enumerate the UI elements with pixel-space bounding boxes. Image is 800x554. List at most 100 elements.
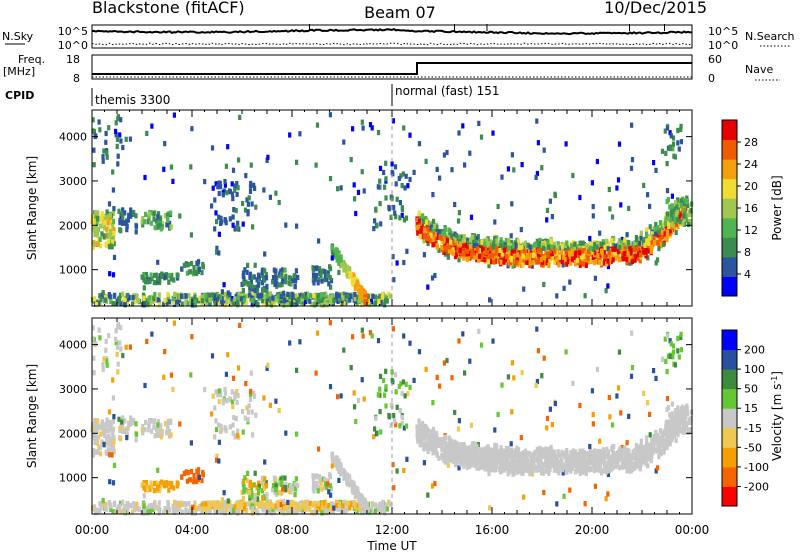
velocity-cell: [325, 481, 330, 487]
power-cell: [509, 242, 513, 248]
velocity-cell: [351, 334, 355, 340]
velocity-cell: [288, 340, 292, 346]
power-cell: [514, 259, 519, 266]
power-cell: [687, 221, 691, 228]
power-cell: [445, 149, 449, 156]
velocity-cell: [98, 444, 102, 451]
power-cell: [249, 279, 253, 285]
power-cell: [97, 119, 101, 125]
power-cell: [241, 287, 245, 294]
power-cell: [165, 215, 170, 221]
power-cell: [219, 184, 223, 190]
power-cell: [235, 301, 239, 307]
power-cell: [169, 164, 174, 170]
velocity-cell: [487, 471, 491, 477]
power-cell: [277, 199, 281, 206]
velocity-cell: [157, 505, 161, 511]
power-cell: [344, 300, 348, 306]
velocity-cell: [397, 383, 401, 389]
power-cell: [662, 236, 666, 242]
velocity-cell: [224, 428, 228, 434]
power-cell: [111, 169, 115, 175]
power-cell: [314, 266, 318, 272]
velocity-cell: [608, 414, 612, 420]
power-cell: [617, 257, 622, 263]
power-cell: [248, 188, 253, 194]
velocity-cell: [245, 501, 249, 507]
velocity-cell: [544, 446, 548, 452]
velocity-cell: [236, 432, 240, 439]
velocity-cell: [536, 348, 540, 354]
velocity-cell: [379, 507, 383, 514]
power-cell: [552, 259, 556, 265]
velocity-cell: [550, 422, 554, 428]
power-cell: [285, 294, 289, 300]
power-cell: [257, 275, 261, 281]
power-cell: [513, 249, 517, 255]
power-cell: [535, 118, 539, 124]
power-cell: [105, 226, 109, 232]
power-cell: [380, 294, 384, 300]
power-cell: [433, 231, 437, 237]
power-cell: [610, 238, 614, 244]
velocity-cell: [222, 490, 226, 496]
power-cell: [360, 290, 364, 296]
velocity-cell: [256, 480, 261, 486]
power-cell: [419, 228, 423, 234]
velocity-cell: [189, 468, 194, 475]
power-cell: [457, 130, 461, 136]
power-cell: [463, 162, 467, 168]
velocity-cell: [375, 430, 379, 436]
power-cell: [384, 195, 388, 201]
velocity-cell: [384, 403, 388, 409]
velocity-cell: [339, 462, 343, 468]
velocity-cell: [400, 420, 404, 426]
velocity-cell: [226, 352, 230, 358]
velocity-cell: [126, 508, 130, 514]
velocity-cell: [591, 421, 595, 427]
velocity-cell: [374, 502, 378, 508]
power-cell: [326, 295, 330, 301]
velocity-cell: [400, 391, 404, 397]
velocity-cell: [96, 449, 100, 455]
power-cell: [587, 251, 591, 258]
power-cell: [496, 203, 500, 210]
power-cell: [213, 300, 217, 306]
velocity-cell: [182, 470, 186, 476]
power-cell: [676, 140, 680, 146]
velocity-cell: [620, 448, 624, 454]
velocity-cell: [159, 434, 163, 440]
power-cell: [373, 218, 377, 224]
velocity-cell: [475, 465, 479, 471]
power-cell: [620, 252, 624, 258]
power-cell: [217, 231, 221, 237]
power-cell: [583, 293, 587, 299]
velocity-cell: [610, 422, 615, 428]
velocity-cell: [262, 501, 266, 507]
velocity-cell: [372, 434, 376, 440]
power-cell: [488, 297, 492, 303]
power-cell: [587, 259, 591, 265]
velocity-cell: [120, 419, 124, 425]
velocity-cell: [95, 435, 99, 441]
power-cell: [543, 255, 547, 261]
velocity-cell: [142, 508, 146, 515]
power-cell: [337, 250, 341, 256]
power-cell: [368, 122, 373, 128]
power-cell: [157, 297, 161, 303]
velocity-cell: [148, 419, 152, 425]
velocity-cell: [93, 439, 97, 445]
power-cell: [214, 210, 218, 216]
velocity-cell: [561, 470, 565, 476]
velocity-cell: [337, 477, 341, 483]
power-cell: [567, 247, 571, 253]
power-cell: [596, 248, 600, 254]
power-cell: [461, 123, 465, 129]
power-cell: [191, 296, 195, 302]
power-cell: [241, 221, 245, 227]
velocity-cell: [542, 355, 546, 361]
power-cell: [271, 298, 275, 304]
power-cell: [512, 243, 516, 249]
velocity-cell: [620, 444, 624, 451]
power-cell: [650, 237, 654, 243]
